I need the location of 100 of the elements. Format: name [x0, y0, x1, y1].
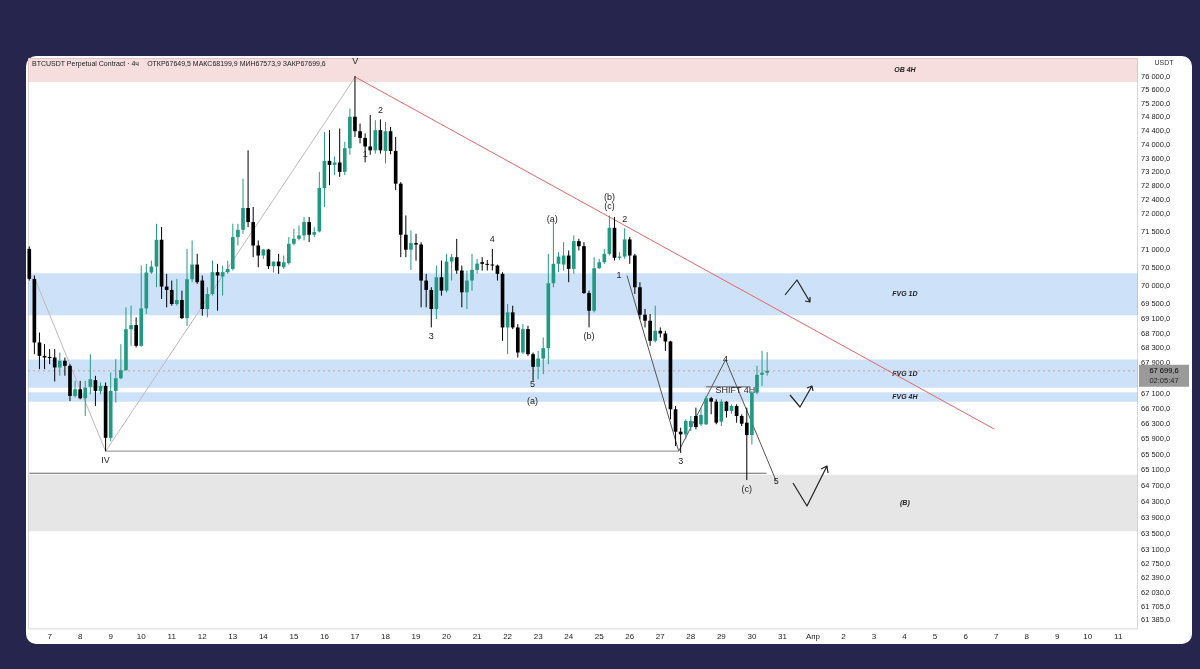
x-tick-label: 6	[963, 632, 969, 642]
x-tick-label: 9	[1054, 632, 1060, 642]
candlestick	[475, 258, 479, 275]
x-tick-label: 22	[503, 632, 513, 642]
x-tick-label: 25	[594, 632, 605, 642]
annotation: 5	[773, 475, 779, 486]
candlestick	[414, 233, 418, 262]
x-tick-label: 11	[167, 632, 177, 642]
x-tick-label: 19	[411, 632, 422, 642]
candlestick	[648, 313, 652, 347]
annotation: 2	[377, 104, 383, 115]
candlestick	[297, 224, 301, 241]
x-tick-label: 12	[197, 632, 208, 642]
annotation: IV	[101, 454, 110, 465]
x-tick-label: 26	[625, 632, 635, 642]
candlestick	[57, 352, 62, 377]
candlestick	[577, 238, 581, 252]
x-tick-label: 29	[716, 632, 727, 642]
candlestick	[190, 239, 194, 283]
candlestick	[251, 206, 256, 258]
x-tick-label: 9	[108, 632, 114, 642]
annotation: 1	[616, 269, 622, 280]
x-tick-label: 16	[319, 632, 330, 642]
candlestick	[220, 265, 225, 297]
x-tick-label: 14	[258, 632, 269, 642]
x-tick-label: 24	[564, 632, 574, 642]
annotation: (c)	[604, 200, 615, 211]
candlestick	[714, 398, 719, 425]
candlestick	[358, 123, 362, 144]
candlestick	[531, 352, 535, 382]
x-tick-label: 21	[472, 632, 483, 642]
candlestick	[134, 316, 138, 348]
candlestick	[744, 407, 749, 481]
candlestick	[429, 286, 434, 328]
annotation: 2	[622, 213, 628, 224]
candlestick	[337, 127, 342, 178]
candlestick	[485, 259, 490, 272]
x-tick-label: 17	[350, 632, 360, 642]
annotation: SHIFT 4H	[715, 385, 756, 396]
candlestick	[119, 343, 123, 380]
candlestick	[246, 149, 250, 228]
x-tick-label: Апр	[805, 632, 821, 642]
x-tick-label: 10	[136, 632, 147, 642]
x-tick-label: 2	[841, 632, 847, 642]
candlestick	[342, 141, 347, 176]
candlestick	[307, 216, 311, 243]
x-tick-label: 27	[655, 632, 666, 642]
annotation: (a)	[546, 213, 558, 224]
candlestick	[373, 119, 378, 155]
candlestick	[424, 273, 429, 308]
candlestick	[643, 308, 647, 328]
candlestick	[760, 350, 764, 387]
x-tick-label: 23	[533, 632, 544, 642]
candlestick	[332, 155, 337, 176]
annotation: (b)	[603, 191, 615, 202]
annotation: 5	[529, 379, 535, 390]
candlestick	[73, 380, 77, 399]
x-tick-label: 4	[902, 632, 908, 642]
candlestick	[510, 305, 515, 330]
x-tick-label: 20	[442, 632, 452, 642]
candlestick	[52, 348, 57, 383]
annotation: (c)	[741, 483, 753, 494]
candlestick	[241, 178, 245, 235]
candlestick	[175, 278, 179, 307]
candlestick	[164, 273, 169, 308]
x-tick-label: 10	[1083, 632, 1093, 642]
candlestick	[302, 216, 306, 241]
annotation: 3	[678, 456, 684, 467]
candlestick	[353, 75, 357, 138]
x-tick-label: 8	[77, 632, 83, 642]
x-tick-label: 3	[871, 632, 877, 642]
x-tick-label: 13	[228, 632, 238, 642]
candlestick	[292, 228, 296, 246]
candlestick	[459, 265, 464, 308]
candlestick	[454, 238, 459, 275]
candlestick	[236, 223, 240, 246]
candlestick	[653, 305, 658, 343]
x-tick-label: 18	[381, 632, 391, 642]
candlestick	[286, 236, 291, 266]
annotation: (a)	[526, 395, 538, 406]
candlestick	[566, 250, 571, 283]
annotation: 4	[723, 354, 729, 365]
annotation: 3	[428, 330, 434, 341]
x-tick-label: 30	[747, 632, 757, 642]
candlestick	[587, 290, 591, 328]
candlestick	[470, 253, 474, 292]
candlestick	[449, 253, 454, 282]
candlestick	[536, 350, 540, 380]
annotation: 1	[362, 149, 368, 160]
candlestick	[83, 380, 88, 417]
candlestick	[480, 256, 485, 272]
x-tick-label: 7	[993, 632, 999, 642]
candlestick	[404, 214, 408, 258]
x-tick-label: 5	[932, 632, 938, 642]
annotation: V	[352, 56, 359, 67]
candlestick	[363, 132, 367, 163]
candlestick	[765, 351, 769, 377]
x-tick-label: 15	[289, 632, 299, 642]
candlestick	[627, 236, 632, 265]
candlestick	[521, 323, 525, 355]
